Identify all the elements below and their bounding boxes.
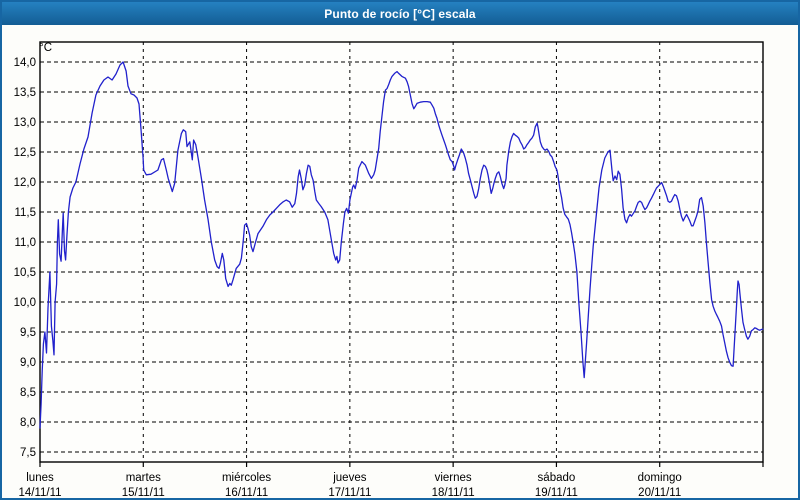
x-day-name-label: viernes bbox=[435, 472, 472, 484]
x-day-date-label: 14/11/11 bbox=[18, 487, 61, 498]
chart-area: 14,0 13,5 13,0 12,5 12,0 11,5 11,0 10,5 10,0 9,5 9… bbox=[2, 25, 798, 498]
x-day-date-label: 20/11/11 bbox=[638, 487, 681, 498]
y-tick-label: 13,0 bbox=[14, 117, 36, 129]
y-tick-label: 7,5 bbox=[20, 447, 36, 459]
x-day-name-label: domingo bbox=[638, 472, 682, 484]
y-tick-label: 14,0 bbox=[14, 57, 36, 69]
x-day-name-label: miércoles bbox=[222, 472, 271, 484]
y-tick-label: 9,0 bbox=[20, 357, 36, 369]
x-day-date-label: 19/11/11 bbox=[535, 487, 578, 498]
x-day-date-label: 18/11/11 bbox=[432, 487, 475, 498]
y-tick-label: 11,0 bbox=[14, 237, 36, 249]
y-tick-label: 8,5 bbox=[20, 387, 36, 399]
y-tick-label: 13,5 bbox=[14, 87, 36, 99]
x-day-date-label: 16/11/11 bbox=[225, 487, 268, 498]
y-tick-label: 12,5 bbox=[14, 147, 36, 159]
y-tick-label: 9,5 bbox=[20, 327, 36, 339]
y-tick-label: 11,5 bbox=[14, 207, 36, 219]
x-day-name-label: martes bbox=[126, 472, 161, 484]
x-day-name-label: lunes bbox=[26, 472, 54, 484]
y-tick-label: 10,5 bbox=[14, 267, 36, 279]
x-day-date-label: 17/11/11 bbox=[328, 487, 371, 498]
window-title-bar: Punto de rocío [°C] escala bbox=[2, 2, 798, 25]
y-tick-label: 12,0 bbox=[14, 177, 36, 189]
dewpoint-line bbox=[39, 61, 764, 429]
x-day-name-label: sábado bbox=[538, 472, 576, 484]
plot-border bbox=[39, 41, 764, 463]
chart-title: Punto de rocío [°C] escala bbox=[324, 6, 476, 21]
dewpoint-chart-svg: 14,0 13,5 13,0 12,5 12,0 11,5 11,0 10,5 10,0 9,5 9… bbox=[14, 41, 764, 498]
x-day-date-label: 15/11/11 bbox=[122, 487, 165, 498]
y-tick-label: 10,0 bbox=[14, 297, 36, 309]
y-axis-unit-label: °C bbox=[39, 42, 52, 54]
y-tick-label: 8,0 bbox=[20, 417, 36, 429]
x-day-name-label: jueves bbox=[332, 472, 366, 484]
